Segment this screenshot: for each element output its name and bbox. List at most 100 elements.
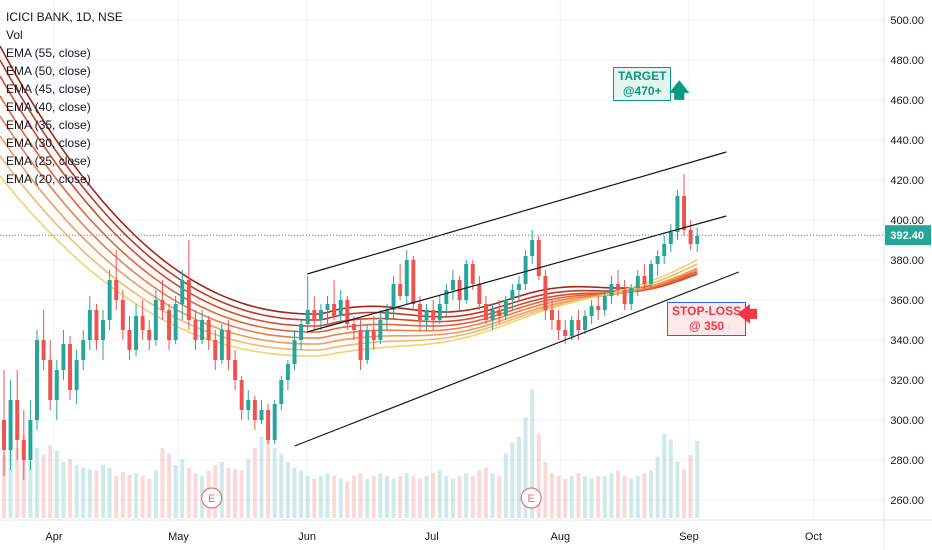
candle-body xyxy=(688,230,693,244)
arrow-left-icon: 🡄 xyxy=(737,304,758,326)
volume-bar xyxy=(252,448,257,518)
volume-bar xyxy=(682,469,687,518)
ema-35-label[interactable]: EMA (35, close) xyxy=(6,118,91,132)
candle-body xyxy=(583,316,587,330)
volume-bar xyxy=(602,476,607,518)
ema-20-label[interactable]: EMA (20, close) xyxy=(6,172,91,186)
candle-body xyxy=(351,324,356,330)
candle-body xyxy=(81,340,86,360)
volume-bar xyxy=(140,476,145,518)
volume-bar xyxy=(186,467,191,518)
volume-bar xyxy=(87,469,92,518)
ema-25-label[interactable]: EMA (25, close) xyxy=(6,154,91,168)
ema-40-label[interactable]: EMA (40, close) xyxy=(6,100,91,114)
stop-loss-annotation[interactable]: STOP-LOSS @ 350 xyxy=(667,302,747,336)
candle-body xyxy=(54,370,59,400)
y-tick-label: 440.00 xyxy=(890,135,924,147)
volume-bar xyxy=(160,448,165,518)
volume-bar xyxy=(550,473,554,518)
target-annotation[interactable]: TARGET @470+ xyxy=(613,67,672,101)
volume-label[interactable]: Vol xyxy=(6,28,23,42)
volume-bar xyxy=(609,473,614,518)
volume-bar xyxy=(35,448,39,518)
volume-bar xyxy=(384,476,389,518)
volume-bar xyxy=(424,476,429,518)
ema-line xyxy=(0,75,698,327)
volume-bar xyxy=(147,478,152,518)
candle-body xyxy=(160,300,165,310)
candle-body xyxy=(503,300,508,316)
earnings-label: E xyxy=(208,493,215,505)
candle-body xyxy=(186,280,191,320)
volume-bar xyxy=(378,473,383,518)
candle-body xyxy=(675,196,680,232)
volume-bar xyxy=(259,436,264,518)
y-tick-label: 480.00 xyxy=(890,55,924,67)
volume-bar xyxy=(94,470,99,518)
volume-bar xyxy=(325,473,330,518)
candle-body xyxy=(470,264,475,284)
candle-body xyxy=(622,290,627,304)
volume-bar xyxy=(635,476,640,518)
candle-body xyxy=(87,310,92,340)
candle-body xyxy=(384,310,389,320)
volume-bar xyxy=(662,434,667,518)
candle-body xyxy=(444,290,449,304)
x-tick-label: Aug xyxy=(550,531,570,543)
volume-bar xyxy=(101,464,106,518)
volume-bar xyxy=(233,469,238,518)
volume-bar xyxy=(556,476,561,518)
trend-lines[interactable] xyxy=(294,151,739,447)
candle-body xyxy=(378,320,383,340)
symbol-title[interactable]: ICICI BANK, 1D, NSE xyxy=(6,10,123,24)
ema-30-label[interactable]: EMA (30, close) xyxy=(6,136,91,150)
candle-body xyxy=(153,300,158,340)
volume-bar xyxy=(503,453,508,518)
trend-line xyxy=(306,151,727,275)
last-price-label: 392.40 xyxy=(890,230,924,242)
volume-bar xyxy=(583,476,587,518)
candle-body xyxy=(134,316,139,350)
volume-bar xyxy=(279,453,284,518)
target-label: TARGET xyxy=(618,69,667,83)
candle-body xyxy=(437,304,442,320)
candle-body xyxy=(8,400,13,450)
candle-body xyxy=(602,296,607,310)
earnings-marker xyxy=(520,487,542,509)
ema-55-label[interactable]: EMA (55, close) xyxy=(6,46,91,60)
arrow-up-icon: 🡅 xyxy=(669,80,690,102)
candle-body xyxy=(490,310,495,320)
target-value: @470+ xyxy=(622,84,662,98)
candle-body xyxy=(107,280,112,320)
candle-body xyxy=(305,310,310,324)
candle-body xyxy=(239,380,244,410)
candle-body xyxy=(35,340,39,420)
candle-body xyxy=(48,360,53,400)
volume-bar xyxy=(450,478,455,518)
volume-bar xyxy=(695,441,700,518)
ema-50-label[interactable]: EMA (50, close) xyxy=(6,64,91,78)
volume-bar xyxy=(2,455,6,518)
ema-45-label[interactable]: EMA (45, close) xyxy=(6,82,91,96)
ema-ribbon xyxy=(0,45,698,357)
candle-body xyxy=(649,264,654,284)
volume-bar xyxy=(642,473,647,518)
candle-body xyxy=(2,420,6,450)
candle-body xyxy=(464,264,469,300)
candle-body xyxy=(530,240,535,256)
candle-body xyxy=(629,288,634,304)
volume-bar xyxy=(655,456,660,518)
volume-bar xyxy=(464,473,469,518)
candle-body xyxy=(21,440,26,460)
ema-line xyxy=(0,175,698,357)
y-tick-label: 420.00 xyxy=(890,175,924,187)
candle-body xyxy=(516,284,521,290)
volume-bar xyxy=(219,462,224,518)
volume-bar xyxy=(411,476,416,518)
volume-bar xyxy=(345,481,350,518)
volume-bar xyxy=(523,417,528,518)
candle-body xyxy=(431,310,436,320)
